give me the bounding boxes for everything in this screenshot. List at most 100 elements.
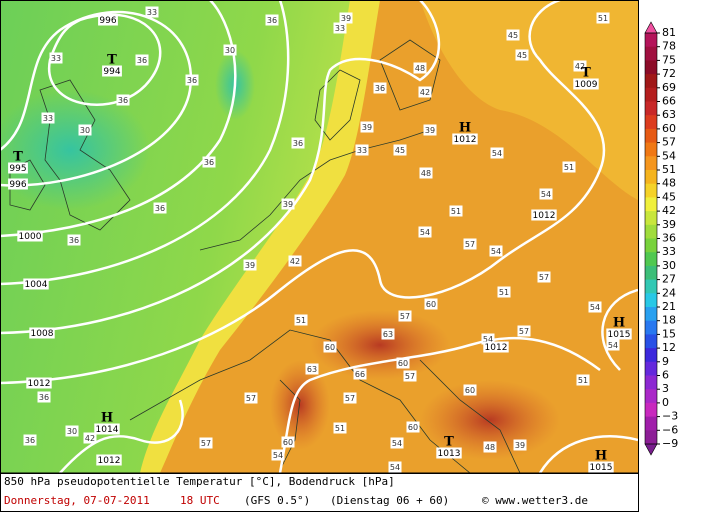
temperature-label: 42 [290, 257, 300, 266]
temperature-label-box [573, 60, 587, 72]
temperature-label: 54 [590, 303, 600, 312]
temperature-label-box [333, 422, 347, 434]
isobar-label-box [8, 178, 28, 190]
pressure-center-value-box [452, 133, 478, 145]
temperature-label-box [515, 49, 529, 61]
caption-box [0, 473, 639, 512]
temperature-label-box [588, 301, 602, 313]
hot-patch [310, 310, 450, 380]
temperature-label: 36 [155, 204, 165, 213]
colorbar-label: 51 [662, 163, 676, 176]
temperature-label: 30 [225, 46, 235, 55]
coastlines [9, 39, 521, 473]
colorbar-segment [645, 224, 657, 239]
colorbar-label: 21 [662, 300, 676, 313]
colorbar-segment [645, 183, 657, 198]
pressure-center-letter: H [459, 121, 471, 136]
temperature-label: 60 [426, 300, 436, 309]
temperature-label: 30 [80, 126, 90, 135]
colorbar-label: 81 [662, 26, 676, 39]
caption-time: 18 UTC [180, 494, 220, 507]
colorbar-segment [645, 115, 657, 130]
warm-region [420, 0, 638, 200]
temperature-label: 54 [273, 451, 283, 460]
temperature-label: 33 [357, 146, 367, 155]
temperature-label: 60 [398, 359, 408, 368]
temperature-label-box [463, 384, 477, 396]
colorbar-segment [645, 320, 657, 335]
temperature-label-box [463, 238, 477, 250]
temperature-label-box [23, 434, 37, 446]
colorbar-label: 18 [662, 314, 676, 327]
pressure-center-value-box [606, 328, 632, 340]
colorbar-label: 24 [662, 286, 676, 299]
colorbar-label: 27 [662, 273, 676, 286]
temperature-label-box [67, 234, 81, 246]
pressure-center-value-box [573, 78, 599, 90]
isobar-label: 1008 [31, 329, 54, 339]
temperature-label-box [497, 286, 511, 298]
temperature-label: 54 [608, 341, 618, 350]
colorbar-label: 6 [662, 369, 669, 382]
temperature-label-box [562, 161, 576, 173]
temperature-label: 57 [345, 394, 355, 403]
colorbar-label: 15 [662, 327, 676, 340]
temperature-label: 42 [85, 434, 95, 443]
pressure-center-value-box [8, 162, 28, 174]
isobar-label-box [17, 230, 43, 242]
temperature-label: 36 [25, 436, 35, 445]
temperature-label-box [37, 391, 51, 403]
colorbar-segment [645, 101, 657, 116]
temperature-label: 36 [293, 139, 303, 148]
temperature-label-box [49, 52, 63, 64]
temperature-label: 60 [283, 438, 293, 447]
temperature-label: 33 [147, 8, 157, 17]
pressure-center-value: 1015 [608, 330, 631, 340]
colorbar-segment [645, 33, 657, 48]
colorbar-bottom-cap [644, 443, 658, 456]
pressure-center-value: 1013 [438, 449, 461, 459]
caption-title: 850 hPa pseudopotentielle Temperatur [°C… [4, 475, 395, 488]
pressure-center-value-box [436, 447, 462, 459]
pressure-center-value-box [588, 461, 614, 473]
isobar-label-box [483, 341, 509, 353]
temperature-label-box [41, 112, 55, 124]
temperature-label: 36 [118, 96, 128, 105]
temperature-label-box [418, 226, 432, 238]
colorbar-label: 12 [662, 341, 676, 354]
isobar-label: 1004 [25, 280, 48, 290]
colorbar-label: 9 [662, 355, 669, 368]
temperature-label-box [355, 144, 369, 156]
isobar-label-box [96, 454, 122, 466]
temperature-label: 57 [405, 372, 415, 381]
colorbar: 8178757269666360575451484542393633302724… [644, 21, 678, 456]
colorbar-segment [645, 307, 657, 322]
temperature-label-box [418, 86, 432, 98]
isobar-label: 1012 [485, 343, 508, 353]
isobar-label: 1000 [19, 232, 42, 242]
colorbar-label: 48 [662, 177, 676, 190]
temperature-label: 36 [137, 56, 147, 65]
temperature-label-box [83, 432, 97, 444]
pressure-center-value: 1014 [96, 425, 119, 435]
temperature-label: 48 [485, 443, 495, 452]
temperature-label: 54 [392, 439, 402, 448]
temperature-label: 54 [390, 463, 400, 472]
colorbar-segment [645, 46, 657, 61]
caption-model: (GFS 0.5°) [244, 494, 310, 507]
temperature-label: 51 [564, 163, 574, 172]
temperature-label: 48 [415, 64, 425, 73]
caption-date: Donnerstag, 07-07-2011 [4, 494, 150, 507]
temperature-label: 51 [296, 316, 306, 325]
temperature-label: 63 [307, 365, 317, 374]
caption-run: (Dienstag 06 + 60) [330, 494, 449, 507]
temperature-label: 36 [204, 158, 214, 167]
temperature-label: 51 [451, 207, 461, 216]
pressure-center-letter: T [13, 150, 23, 165]
temperature-label: 39 [425, 126, 435, 135]
temperature-label: 57 [539, 273, 549, 282]
temperature-label-box [339, 12, 353, 24]
temperature-label: 33 [43, 114, 53, 123]
colorbar-top-cap [644, 21, 658, 34]
